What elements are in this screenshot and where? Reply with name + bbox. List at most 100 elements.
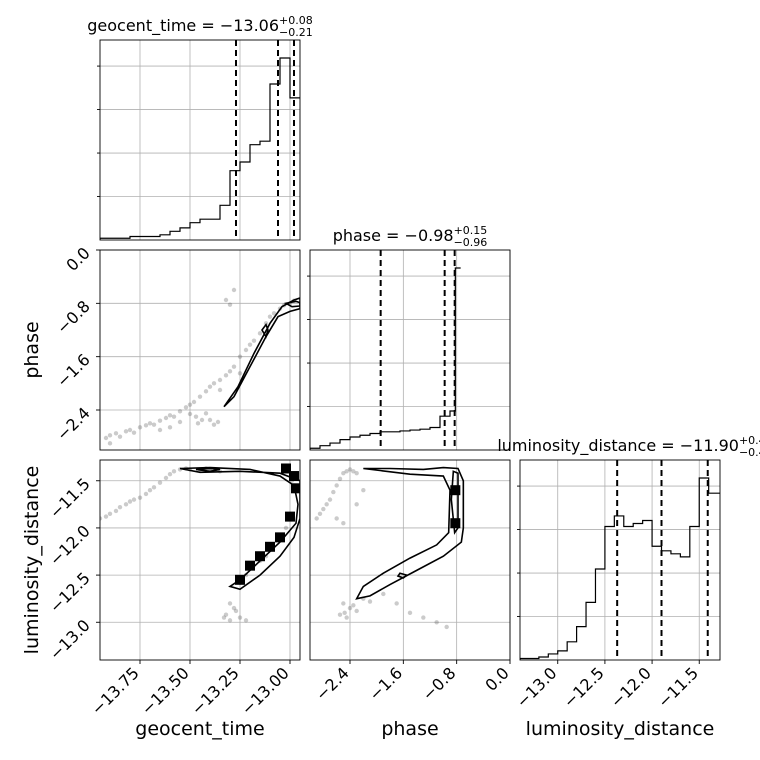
sample-point: [231, 605, 237, 611]
density-peak: [265, 541, 275, 552]
x-axis-label-phase: phase: [381, 718, 438, 740]
title-plus-geocent_time: +0.08: [279, 14, 313, 27]
density-peak: [289, 471, 299, 482]
title-value-luminosity_distance: luminosity_distance = −11.90: [497, 436, 739, 456]
sample-point: [221, 615, 227, 620]
sample-point: [341, 471, 346, 476]
sample-point: [227, 302, 233, 307]
y-tick-label-phase: −1.6: [53, 350, 94, 391]
sample-point: [143, 423, 149, 428]
sample-point: [157, 418, 163, 423]
sample-point: [354, 471, 359, 476]
sample-point: [157, 427, 163, 433]
sample-point: [223, 297, 229, 303]
sample-point: [187, 402, 193, 407]
title-minus-geocent_time: −0.21: [279, 26, 313, 39]
title-value-geocent_time: geocent_time = −13.06: [87, 16, 279, 36]
pair-panel-phase-luminosity_distance: [314, 466, 465, 630]
contour-level-0: [179, 466, 300, 591]
sample-point: [237, 615, 243, 620]
x-tick-label-luminosity_distance: −11.5: [654, 663, 702, 711]
title-value-phase: phase = −0.98: [333, 226, 454, 245]
panel-frame-diag-phase: [309, 249, 511, 451]
y-tick-label-luminosity_distance: −12.5: [46, 568, 94, 616]
sample-point: [193, 414, 199, 419]
sample-point: [347, 467, 353, 472]
sample-point: [321, 506, 326, 512]
sample-point: [351, 469, 356, 474]
sample-point: [203, 411, 209, 416]
sample-point: [271, 311, 277, 316]
sample-point: [100, 516, 103, 521]
data-layer: [100, 40, 720, 660]
sample-point: [337, 612, 343, 617]
density-peak: [450, 485, 461, 496]
sample-point: [351, 603, 356, 608]
sample-point: [421, 615, 426, 620]
sample-point: [394, 601, 399, 606]
contour-level-1: [283, 300, 300, 308]
contour-level-2: [396, 572, 409, 579]
sample-point: [344, 615, 349, 620]
pair-panel-geocent_time-phase: [103, 287, 300, 446]
sample-point: [223, 612, 229, 617]
x-tick-label-phase: −0.8: [419, 663, 460, 704]
y-tick-label-luminosity_distance: −12.0: [46, 521, 94, 569]
sample-point: [283, 525, 289, 531]
sample-point: [347, 605, 353, 611]
sample-point: [217, 387, 223, 393]
panel-title-luminosity_distance: luminosity_distance = −11.90+0.49: [497, 434, 760, 456]
sample-point: [183, 405, 189, 410]
sample-point: [151, 485, 157, 490]
sample-point: [434, 620, 439, 625]
sample-point: [444, 624, 449, 630]
sample-point: [157, 480, 163, 485]
y-tick-label-phase: −2.4: [53, 403, 94, 444]
histogram-luminosity_distance: [520, 477, 720, 660]
sample-point: [177, 419, 183, 425]
sample-point: [223, 373, 229, 378]
title-minus-phase: −0.96: [454, 236, 488, 249]
sample-point: [354, 502, 359, 507]
x-tick-label-luminosity_distance: −13.0: [512, 663, 560, 711]
sample-point: [171, 414, 177, 419]
density-peak: [245, 560, 255, 571]
sample-point: [314, 516, 319, 521]
sample-point: [267, 314, 273, 319]
contour-level-1: [195, 467, 221, 473]
frame-layer: [96, 39, 721, 664]
sample-point: [334, 516, 339, 521]
title-plus-luminosity_distance: +0.49: [739, 434, 760, 447]
y-axis-label-phase: phase: [21, 321, 43, 378]
sample-point: [137, 495, 143, 500]
sample-point: [147, 487, 153, 493]
sample-point: [247, 342, 253, 347]
x-axis-label-geocent_time: geocent_time: [135, 718, 264, 740]
x-axis-label-luminosity_distance: luminosity_distance: [526, 718, 715, 740]
x-tick-label-luminosity_distance: −12.5: [560, 663, 608, 711]
histogram-geocent_time: [100, 57, 300, 240]
sample-point: [127, 499, 133, 504]
sample-point: [195, 421, 201, 426]
sample-point: [167, 471, 173, 477]
density-peak: [450, 518, 461, 529]
density-peak: [291, 483, 300, 494]
density-peak: [275, 532, 285, 543]
x-tick-label-phase: 0.0: [481, 663, 512, 694]
sample-point: [243, 618, 249, 623]
y-tick-label-phase: 0.0: [62, 243, 93, 274]
sample-point: [143, 491, 149, 497]
contour-level-0: [223, 297, 300, 408]
sample-point: [227, 369, 233, 374]
sample-point: [151, 422, 157, 427]
title-minus-luminosity_distance: −0.47: [739, 446, 760, 459]
sample-point: [203, 389, 209, 394]
y-tick-label-luminosity_distance: −11.5: [46, 474, 94, 522]
sample-point: [211, 381, 217, 386]
sample-point: [163, 475, 169, 481]
density-peak: [235, 574, 245, 585]
sample-point: [197, 394, 203, 399]
sample-point: [367, 599, 373, 604]
sample-point: [334, 483, 339, 488]
